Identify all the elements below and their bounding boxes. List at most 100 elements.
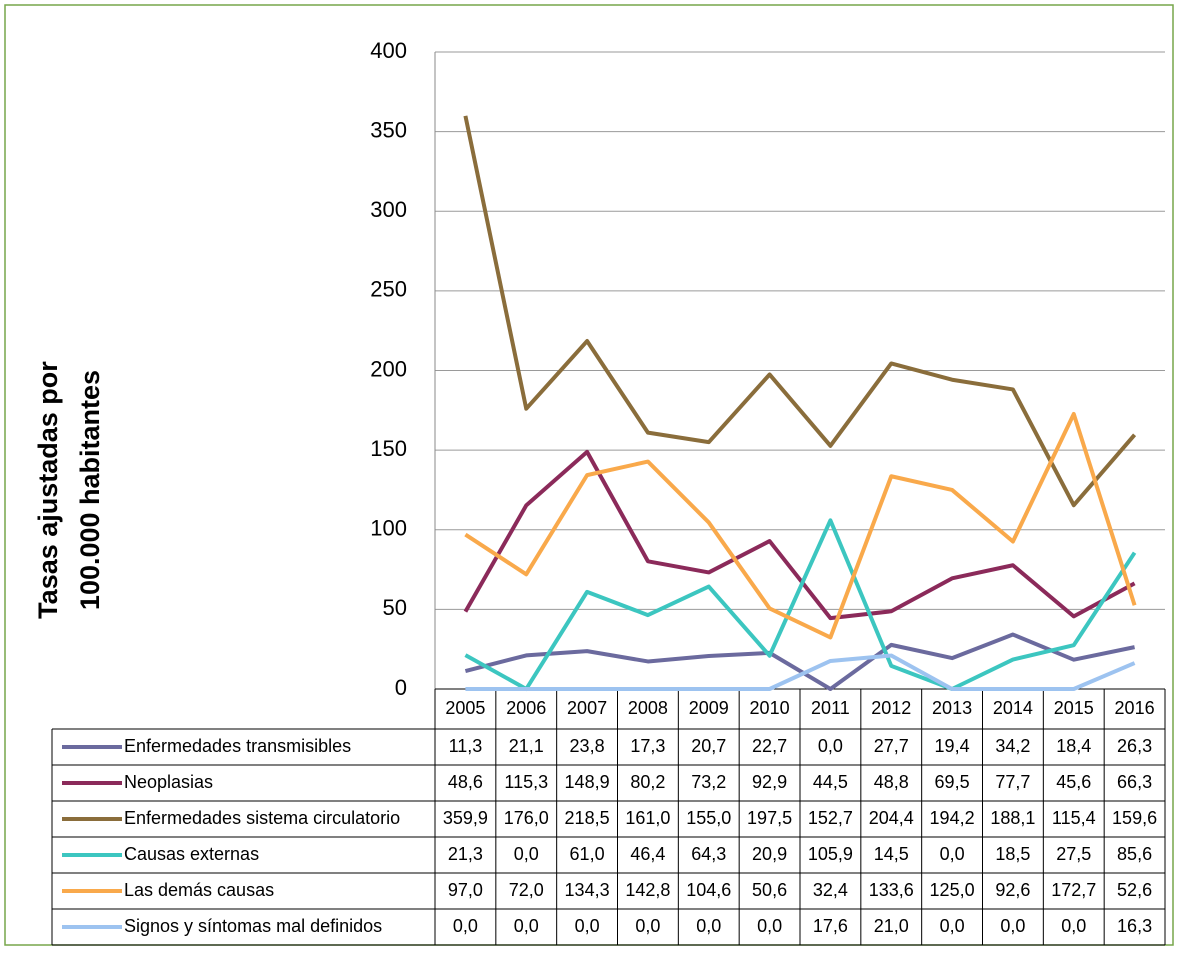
table-value: 23,8: [570, 736, 605, 756]
table-value: 0,0: [453, 916, 478, 936]
table-value: 85,6: [1117, 844, 1152, 864]
y-tick-label: 50: [383, 595, 407, 620]
x-tick-label: 2015: [1054, 698, 1094, 718]
table-value: 19,4: [935, 736, 970, 756]
table-value: 148,9: [565, 772, 610, 792]
table-value: 27,7: [874, 736, 909, 756]
table-value: 134,3: [565, 880, 610, 900]
table-value: 48,8: [874, 772, 909, 792]
table-value: 69,5: [935, 772, 970, 792]
table-value: 188,1: [990, 808, 1035, 828]
series-line: [465, 653, 1136, 691]
table-value: 0,0: [818, 736, 843, 756]
table-value: 0,0: [575, 916, 600, 936]
x-tick-label: 2016: [1115, 698, 1155, 718]
table-value: 0,0: [757, 916, 782, 936]
x-tick-label: 2013: [932, 698, 972, 718]
series-line: [464, 518, 1137, 691]
table-value: 115,4: [1052, 808, 1096, 828]
legend-label: Las demás causas: [124, 880, 274, 900]
table-value: 0,0: [635, 916, 660, 936]
series-line: [464, 411, 1137, 640]
table-value: 0,0: [1061, 916, 1086, 936]
table-value: 155,0: [686, 808, 731, 828]
table-value: 21,0: [874, 916, 909, 936]
table-value: 105,9: [808, 844, 853, 864]
table-value: 97,0: [448, 880, 483, 900]
y-tick-label: 300: [370, 197, 407, 222]
y-tick-label: 100: [370, 516, 407, 541]
table-value: 172,7: [1051, 880, 1096, 900]
table-value: 0,0: [1000, 916, 1025, 936]
y-tick-label: 0: [395, 675, 407, 700]
table-value: 32,4: [813, 880, 848, 900]
table-value: 194,2: [930, 808, 975, 828]
table-value: 77,7: [995, 772, 1030, 792]
table-value: 45,6: [1056, 772, 1091, 792]
x-tick-label: 2005: [445, 698, 485, 718]
table-value: 17,6: [813, 916, 848, 936]
table-value: 80,2: [630, 772, 665, 792]
table-value: 18,4: [1056, 736, 1091, 756]
table-value: 204,4: [869, 808, 914, 828]
table-value: 0,0: [514, 844, 539, 864]
table-value: 92,9: [752, 772, 787, 792]
legend-label: Causas externas: [124, 844, 259, 864]
table-value: 152,7: [808, 808, 853, 828]
table-value: 14,5: [874, 844, 909, 864]
table-value: 20,7: [691, 736, 726, 756]
legend-label: Signos y síntomas mal definidos: [124, 916, 382, 936]
table-value: 359,9: [443, 808, 488, 828]
x-tick-label: 2014: [993, 698, 1033, 718]
table-value: 133,6: [869, 880, 914, 900]
table-value: 44,5: [813, 772, 848, 792]
table-value: 161,0: [625, 808, 670, 828]
table-value: 92,6: [995, 880, 1030, 900]
y-tick-label: 200: [370, 356, 407, 381]
legend-label: Neoplasias: [124, 772, 213, 792]
table-value: 17,3: [630, 736, 665, 756]
table-value: 50,6: [752, 880, 787, 900]
table-value: 0,0: [696, 916, 721, 936]
table-value: 115,3: [504, 772, 548, 792]
table-value: 52,6: [1117, 880, 1152, 900]
table-value: 104,6: [686, 880, 731, 900]
x-tick-label: 2007: [567, 698, 607, 718]
series-line: [464, 632, 1135, 691]
table-value: 34,2: [995, 736, 1030, 756]
table-value: 21,3: [448, 844, 483, 864]
table-value: 72,0: [509, 880, 544, 900]
table-value: 18,5: [995, 844, 1030, 864]
series-line: [463, 449, 1136, 621]
y-tick-label: 250: [370, 277, 407, 302]
table-value: 26,3: [1117, 736, 1152, 756]
table-value: 64,3: [691, 844, 726, 864]
table-value: 48,6: [448, 772, 483, 792]
table-value: 142,8: [625, 880, 670, 900]
x-tick-label: 2011: [811, 698, 850, 718]
table-value: 16,3: [1117, 916, 1152, 936]
x-tick-label: 2006: [506, 698, 546, 718]
table-value: 66,3: [1117, 772, 1152, 792]
x-tick-label: 2008: [628, 698, 668, 718]
table-value: 11,3: [449, 736, 483, 756]
y-tick-label: 400: [370, 38, 407, 63]
table-value: 0,0: [514, 916, 539, 936]
table-value: 22,7: [752, 736, 787, 756]
y-tick-label: 350: [370, 117, 407, 142]
table-value: 61,0: [570, 844, 605, 864]
series-line: [463, 115, 1137, 508]
legend-label: Enfermedades sistema circulatorio: [124, 808, 400, 828]
y-axis-label: Tasas ajustadas por: [33, 361, 63, 619]
table-value: 176,0: [504, 808, 549, 828]
table-value: 125,0: [930, 880, 975, 900]
y-axis-label: 100.000 habitantes: [75, 370, 105, 610]
table-value: 0,0: [940, 916, 965, 936]
table-value: 197,5: [747, 808, 792, 828]
legend-label: Enfermedades transmisibles: [124, 736, 351, 756]
x-tick-label: 2010: [750, 698, 790, 718]
table-value: 0,0: [940, 844, 965, 864]
table-value: 73,2: [691, 772, 726, 792]
table-value: 21,1: [509, 736, 544, 756]
table-value: 218,5: [565, 808, 610, 828]
